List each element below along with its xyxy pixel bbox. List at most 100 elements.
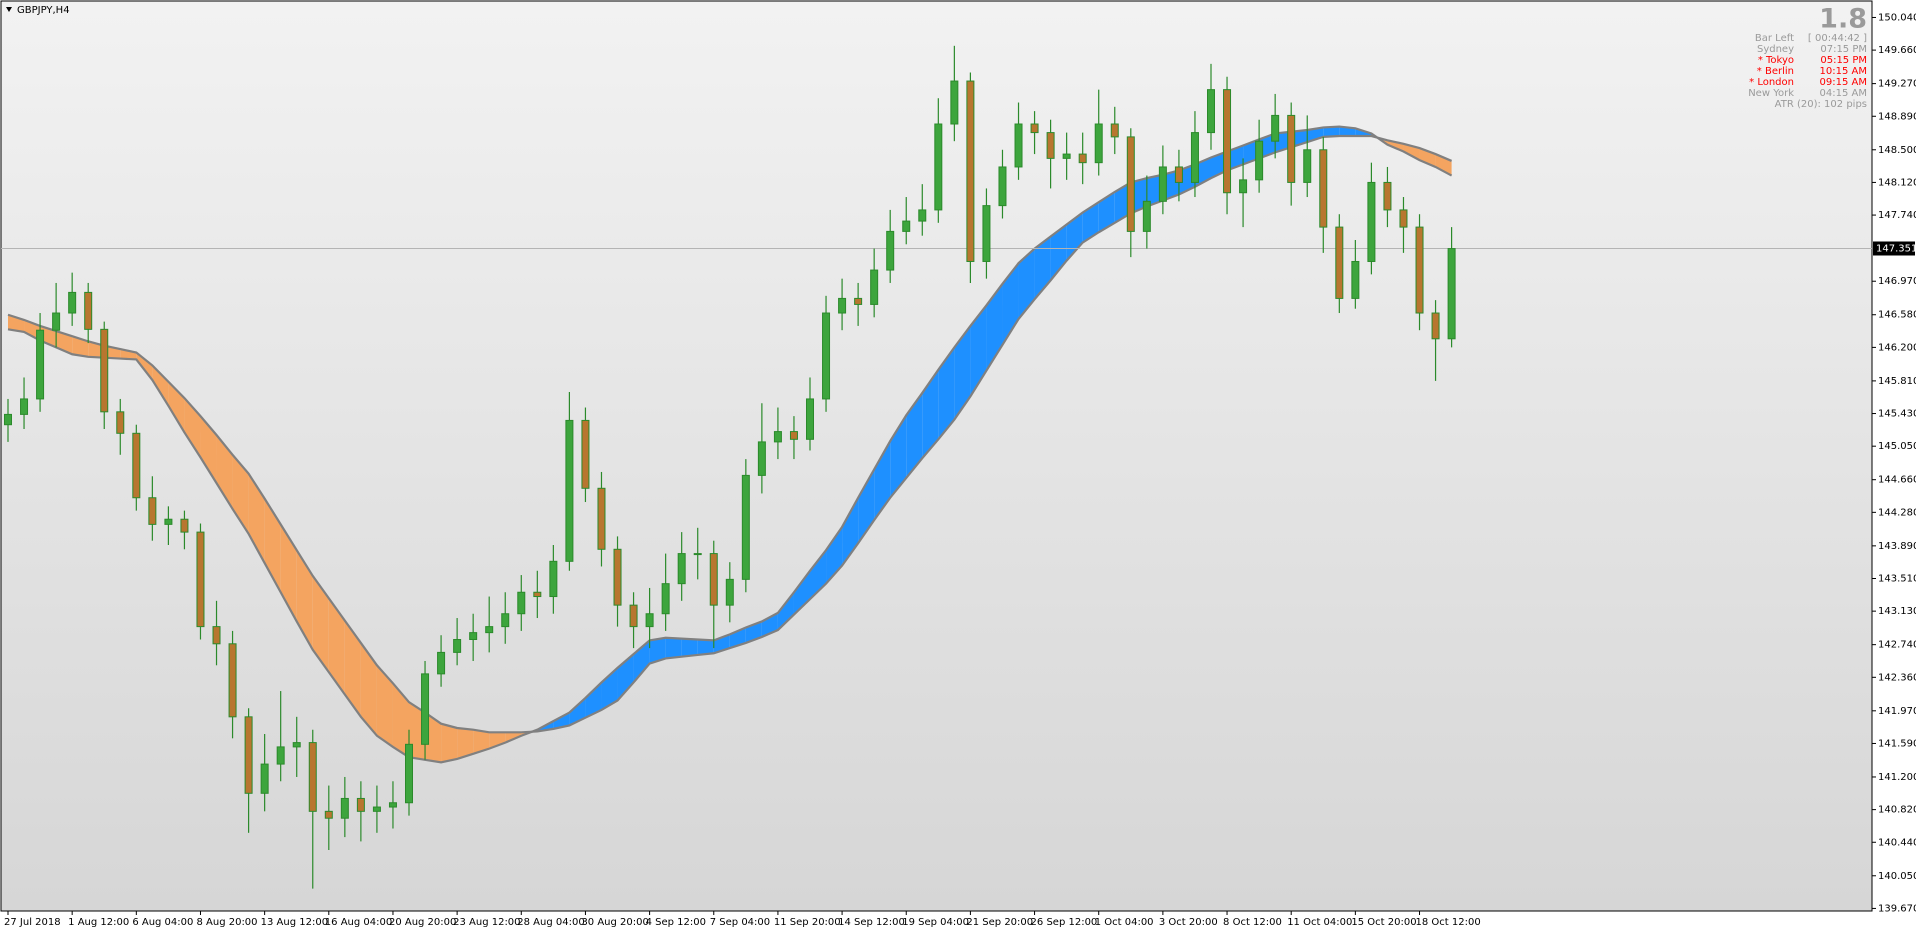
- candle-body: [1094, 123, 1103, 164]
- symbol-menu-icon[interactable]: [6, 7, 12, 12]
- x-tick-label: 8 Aug 20:00: [196, 917, 257, 928]
- x-tick-label: 27 Jul 2018: [4, 917, 61, 928]
- x-tick-label: 18 Oct 12:00: [1416, 917, 1481, 928]
- candle-body: [789, 431, 798, 440]
- band-layer: [1, 125, 1872, 764]
- candle-body: [1399, 209, 1408, 228]
- x-tick-label: 11 Sep 20:00: [774, 917, 841, 928]
- band-fill: [1050, 224, 1067, 281]
- current-price-label: 147.351: [1876, 243, 1916, 254]
- x-tick-label: 3 Oct 20:00: [1159, 917, 1218, 928]
- y-tick-label: 142.360: [1878, 672, 1916, 683]
- band-fill: [874, 441, 891, 521]
- band-fill: [392, 683, 409, 758]
- candle-body: [773, 431, 782, 443]
- y-tick-label: 144.660: [1878, 475, 1916, 486]
- candle-body: [485, 626, 494, 634]
- candle-body: [1126, 136, 1135, 232]
- candle-body: [934, 123, 943, 211]
- y-tick-label: 139.670: [1878, 903, 1916, 914]
- candle-body: [966, 80, 975, 262]
- band-fill: [906, 392, 923, 478]
- candle-body: [806, 398, 814, 440]
- candle-body: [388, 802, 397, 808]
- candle-body: [725, 578, 734, 606]
- info-value: 10:15 AM: [1820, 66, 1867, 77]
- candle-body: [68, 291, 77, 314]
- y-tick-label: 150.040: [1878, 12, 1916, 23]
- x-tick-label: 20 Aug 20:00: [389, 917, 456, 928]
- candle-body: [757, 441, 766, 476]
- candle-body: [356, 797, 365, 812]
- x-tick-label: 23 Aug 12:00: [453, 917, 520, 928]
- candle-body: [1078, 153, 1087, 164]
- band-fill: [1146, 174, 1163, 207]
- y-tick-label: 145.050: [1878, 441, 1916, 452]
- x-tick-label: 4 Sep 12:00: [646, 917, 706, 928]
- candle-body: [437, 651, 446, 675]
- candle-body: [822, 312, 831, 400]
- candle-body: [292, 742, 301, 748]
- band-fill: [152, 365, 169, 406]
- candle-body: [613, 548, 622, 606]
- info-label: Sydney: [1757, 44, 1794, 55]
- band-fill: [954, 325, 971, 420]
- x-tick-label: 14 Sep 12:00: [838, 917, 905, 928]
- candle-body: [52, 312, 61, 331]
- x-tick-label: 13 Aug 12:00: [261, 917, 328, 928]
- band-fill: [1098, 191, 1115, 233]
- candle-body: [421, 673, 430, 745]
- x-tick-label: 1 Oct 04:00: [1095, 917, 1154, 928]
- candle-body: [196, 531, 205, 628]
- band-fill: [425, 712, 442, 763]
- y-tick-label: 146.580: [1878, 310, 1916, 321]
- candle-body: [677, 553, 686, 585]
- candle-body: [1014, 123, 1023, 168]
- y-tick-label: 141.970: [1878, 706, 1916, 717]
- info-label: * Tokyo: [1758, 55, 1794, 66]
- info-label: Bar Left: [1755, 33, 1794, 44]
- x-tick-label: 8 Oct 12:00: [1223, 917, 1282, 928]
- candle-body: [902, 220, 911, 232]
- candle-body: [1287, 114, 1296, 183]
- info-label: * Berlin: [1757, 66, 1794, 77]
- candle-body: [661, 583, 670, 615]
- candle-body: [1207, 89, 1215, 134]
- band-fill: [360, 642, 377, 736]
- info-value: [ 00:44:42 ]: [1808, 33, 1867, 44]
- current-price-box: [1873, 241, 1915, 256]
- band-fill: [1307, 127, 1324, 143]
- y-tick-label: 148.890: [1878, 111, 1916, 122]
- candle-body: [260, 763, 269, 794]
- candle-body: [998, 166, 1007, 207]
- spread-value: 1.8: [1819, 4, 1867, 35]
- band-fill: [1018, 248, 1035, 320]
- y-tick-label: 141.590: [1878, 738, 1916, 749]
- band-fill: [1082, 202, 1099, 243]
- y-tick-label: 140.050: [1878, 871, 1916, 882]
- candle-body: [741, 474, 750, 580]
- candle-body: [212, 626, 221, 645]
- y-tick-label: 140.820: [1878, 805, 1916, 816]
- candle-body: [501, 613, 510, 628]
- band-fill: [665, 637, 682, 659]
- x-tick-label: 19 Sep 04:00: [902, 917, 969, 928]
- candle-body: [1046, 132, 1055, 159]
- candle-body: [1158, 166, 1167, 202]
- y-tick-label: 145.810: [1878, 376, 1916, 387]
- candle-body: [918, 209, 927, 222]
- candle-body: [132, 432, 141, 499]
- band-fill: [986, 283, 1003, 371]
- candle-body: [1223, 89, 1232, 194]
- x-tick-label: 1 Aug 12:00: [68, 917, 129, 928]
- info-value: 04:15 AM: [1820, 88, 1867, 99]
- band-fill: [473, 729, 490, 754]
- candle-body: [1271, 114, 1280, 142]
- x-tick-label: 26 Sep 12:00: [1031, 917, 1098, 928]
- band-fill: [601, 667, 618, 710]
- x-tick-label: 7 Sep 04:00: [710, 917, 770, 928]
- band-fill: [457, 727, 474, 759]
- band-fill: [280, 524, 297, 622]
- candle-body: [709, 553, 718, 606]
